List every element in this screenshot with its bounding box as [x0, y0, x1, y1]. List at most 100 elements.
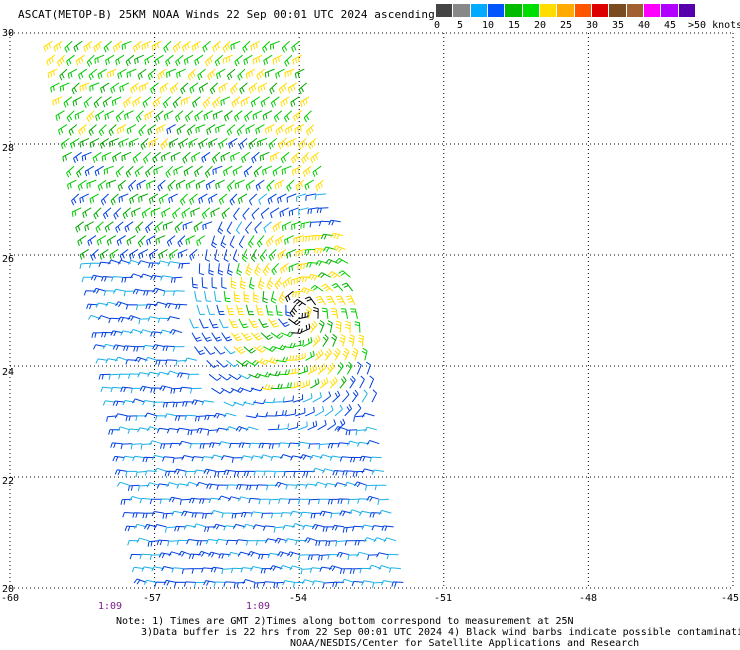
- wind-barb: [146, 179, 156, 190]
- wind-barb: [115, 301, 128, 308]
- wind-barb: [291, 151, 300, 164]
- scale-swatch-1: [453, 4, 471, 17]
- wind-barb: [135, 110, 144, 123]
- wind-barb: [113, 207, 122, 220]
- wind-barb: [122, 207, 132, 220]
- wind-barb: [378, 509, 392, 515]
- wind-barb: [172, 401, 185, 408]
- wind-barb: [142, 512, 155, 519]
- wind-barb: [309, 221, 321, 228]
- scale-label-40: 40: [638, 20, 651, 31]
- wind-barb: [314, 405, 325, 417]
- wind-barb: [109, 248, 119, 260]
- wind-barb: [307, 138, 317, 150]
- wind-barb: [287, 551, 300, 558]
- wind-barb: [330, 232, 344, 240]
- wind-barb: [156, 124, 166, 134]
- wind-barb: [72, 96, 83, 107]
- wind-barb: [62, 151, 72, 162]
- wind-barb: [211, 387, 224, 395]
- wind-barb: [327, 443, 340, 449]
- wind-barb: [169, 82, 179, 95]
- wind-barb: [288, 207, 299, 217]
- wind-barb: [173, 165, 184, 176]
- wind-barb: [223, 346, 236, 355]
- scale-label-50: >50 knots: [688, 20, 740, 31]
- wind-barb: [135, 304, 148, 311]
- wind-barb: [162, 345, 175, 352]
- wind-barb: [121, 40, 132, 50]
- wind-barb: [176, 68, 186, 79]
- wind-barb: [64, 40, 73, 53]
- wind-barb: [337, 361, 344, 375]
- wind-barb: [139, 273, 153, 279]
- wind-barb: [125, 470, 137, 477]
- wind-barb: [332, 470, 345, 476]
- wind-barb: [303, 110, 312, 123]
- wind-barb: [191, 399, 205, 406]
- wind-barb: [328, 271, 341, 279]
- wind-barb: [102, 400, 116, 406]
- wind-barb: [354, 403, 362, 417]
- wind-barb: [97, 179, 107, 191]
- wind-barb: [313, 306, 319, 319]
- wind-barb: [295, 407, 306, 417]
- wind-barb: [297, 366, 308, 375]
- wind-barb: [165, 165, 174, 178]
- wind-barb: [251, 151, 260, 164]
- scale-swatch-14: [678, 4, 696, 17]
- wind-barb: [196, 304, 206, 315]
- wind-barb: [218, 82, 228, 93]
- wind-barb: [227, 263, 233, 276]
- wind-barb: [203, 580, 216, 586]
- wind-barb: [56, 54, 66, 67]
- wind-barb: [361, 468, 375, 474]
- wind-barb: [302, 393, 313, 403]
- wind-barb: [79, 137, 90, 148]
- wind-barb: [137, 260, 151, 266]
- wind-barb: [298, 498, 310, 505]
- wind-barb: [298, 554, 310, 561]
- wind-barb: [364, 426, 377, 432]
- wind-barb: [106, 68, 117, 79]
- wind-barb: [339, 376, 347, 389]
- wind-barb: [176, 539, 189, 546]
- wind-barb: [265, 304, 274, 316]
- wind-barb: [155, 235, 166, 245]
- wind-barb: [218, 373, 232, 381]
- wind-barb: [346, 361, 353, 375]
- wind-barb: [187, 373, 200, 380]
- wind-barb: [236, 359, 249, 367]
- wind-barb: [262, 110, 273, 121]
- wind-barb: [274, 481, 288, 488]
- wind-barb: [153, 467, 167, 473]
- wind-barb: [369, 456, 382, 462]
- wind-barb: [263, 221, 272, 233]
- wind-barb: [307, 207, 319, 215]
- wind-barb: [307, 420, 318, 431]
- wind-barb: [282, 580, 295, 586]
- wind-barb: [191, 512, 204, 518]
- wind-barb: [228, 373, 242, 381]
- wind-barb: [175, 110, 184, 123]
- wind-barb: [152, 287, 166, 294]
- wind-barb: [310, 378, 320, 389]
- wind-barb: [180, 96, 191, 106]
- wind-barb: [134, 165, 144, 177]
- wind-barb: [175, 303, 188, 310]
- wind-barb: [67, 68, 78, 79]
- wind-barb: [144, 110, 154, 121]
- wind-barb: [131, 566, 145, 573]
- wind-barb: [240, 567, 253, 573]
- wind-barb: [377, 498, 389, 505]
- wind-barb: [288, 498, 300, 505]
- wind-barb: [257, 277, 265, 290]
- wind-barb: [230, 277, 237, 290]
- wind-barb: [135, 221, 144, 234]
- wind-barb: [205, 179, 216, 191]
- wind-barb: [273, 110, 283, 123]
- wind-barb: [244, 110, 253, 122]
- wind-barb: [351, 580, 364, 587]
- wind-barb: [193, 346, 206, 356]
- wind-barb: [104, 221, 114, 233]
